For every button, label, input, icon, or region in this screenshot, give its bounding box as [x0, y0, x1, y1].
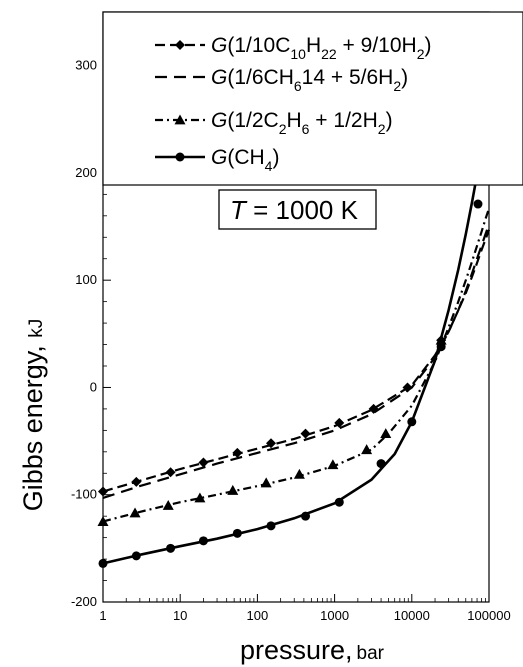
- series-4-point: [436, 342, 446, 352]
- series-line-3: [102, 207, 491, 523]
- legend-marker-4: [175, 152, 185, 162]
- series-1-point: [165, 467, 176, 478]
- legend-function-symbol: G: [211, 146, 227, 169]
- series-3-point: [129, 507, 141, 518]
- x-tick-label: 10000: [394, 608, 430, 623]
- axis-ticks: 1 10 100 1000 10000 100000 -200 -100 0 100 200 300: [71, 22, 511, 623]
- series-3-point: [162, 499, 174, 510]
- x-tick-label: 1000: [320, 608, 349, 623]
- series-3-point: [260, 477, 272, 488]
- legend-text-part: + 9/10H: [337, 34, 417, 57]
- legend-subscript: 2: [279, 121, 287, 137]
- series-4-point: [166, 543, 176, 553]
- y-tick-label: 300: [75, 58, 97, 73]
- temperature-annotation-box: [218, 189, 377, 230]
- legend-text-part: + 5/6H: [325, 66, 393, 89]
- series-1-point: [131, 476, 142, 487]
- legend-subscript: 4: [265, 158, 273, 174]
- y-axis-label: Gibbs energy,: [18, 345, 48, 511]
- series-3-point: [380, 428, 392, 438]
- x-axis-unit: bar: [357, 643, 385, 664]
- legend-subscript: 6: [302, 121, 310, 137]
- series-1-point: [232, 447, 243, 458]
- temperature-var: T: [230, 195, 248, 225]
- y-axis-title: Gibbs energy, kJ: [18, 319, 48, 512]
- legend-text-part: ): [424, 34, 431, 57]
- series-1-point: [402, 382, 413, 393]
- legend-label-3: G(1/2C2H6 + 1/2H2): [211, 109, 393, 137]
- series-4-point: [232, 528, 242, 538]
- series-line-1: [102, 229, 491, 493]
- x-tick-label: 10: [173, 608, 187, 623]
- legend-text-part: ): [401, 66, 408, 89]
- legend-text-part: (1/10C: [227, 34, 290, 57]
- series-3-point: [361, 444, 373, 455]
- legend-label-2: G(1/6CH614 + 5/6H2): [211, 66, 408, 94]
- series-1-point: [334, 417, 345, 428]
- x-tick-label: 1: [99, 608, 106, 623]
- series-4-point: [131, 551, 141, 561]
- series-1-point: [98, 486, 108, 497]
- series-3-point: [327, 459, 339, 470]
- x-tick-label: 100000: [467, 608, 510, 623]
- legend-label-1: G(1/10C10H22 + 9/10H2): [211, 34, 431, 62]
- y-tick-label: 200: [75, 165, 97, 180]
- legend-text-part: H: [287, 109, 302, 132]
- legend-text-part: 14: [302, 66, 326, 89]
- x-axis-label: pressure,: [240, 635, 353, 665]
- legend-subscript: 10: [290, 46, 306, 62]
- legend-marker-1: [175, 40, 185, 50]
- series-1-point: [300, 428, 311, 439]
- series-4-point: [301, 511, 311, 521]
- legend-function-symbol: G: [211, 34, 227, 57]
- series-3-point: [194, 492, 206, 503]
- series-4-point: [98, 558, 108, 568]
- y-tick-label: -200: [71, 594, 97, 609]
- series-3-point: [293, 468, 305, 479]
- y-axis-unit: kJ: [26, 319, 47, 338]
- series-4-point: [407, 417, 417, 427]
- series-4-point: [198, 536, 208, 546]
- y-tick-label: 100: [75, 272, 97, 287]
- legend-function-symbol: G: [211, 109, 227, 132]
- legend-subscript: 22: [321, 46, 337, 62]
- legend-text-part: ): [272, 146, 279, 169]
- legend-subscript: 6: [294, 78, 302, 94]
- svg-text:T = 1000 K: T = 1000 K: [230, 195, 359, 225]
- series-4-point: [266, 521, 276, 531]
- legend-marker-3: [174, 114, 186, 125]
- series-1-point: [265, 438, 276, 449]
- series-1-point: [198, 457, 209, 468]
- series-line-2: [102, 224, 491, 499]
- series-1-point: [368, 403, 379, 414]
- series-4-point: [473, 199, 483, 209]
- temperature-value: = 1000 K: [246, 195, 359, 225]
- legend-text-part: + 1/2H: [309, 109, 377, 132]
- legend-subscript: 2: [393, 78, 401, 94]
- series-4-point: [334, 497, 344, 507]
- temperature-annotation: T = 1000 K: [218, 189, 377, 230]
- x-axis-title: pressure, bar: [240, 635, 385, 665]
- legend-text-part: H: [306, 34, 321, 57]
- legend-text-part: (1/2C: [227, 109, 278, 132]
- legend-subscript: 2: [378, 121, 386, 137]
- legend-subscript: 2: [417, 46, 425, 62]
- series-3-point: [435, 334, 447, 345]
- legend-text-part: (CH: [227, 146, 264, 169]
- series-markers: [97, 199, 483, 568]
- y-tick-label: -100: [71, 487, 97, 502]
- series-4-point: [376, 459, 386, 469]
- legend-text-part: ): [386, 109, 393, 132]
- legend: G(1/10C10H22 + 9/10H2)G(1/6CH614 + 5/6H2…: [102, 11, 523, 186]
- legend-function-symbol: G: [211, 66, 227, 89]
- series-3-point: [97, 516, 109, 526]
- y-tick-label: 0: [90, 379, 97, 394]
- legend-text-part: (1/6CH: [227, 66, 294, 89]
- series-3-point: [227, 484, 239, 495]
- x-tick-label: 100: [247, 608, 269, 623]
- legend-label-4: G(CH4): [211, 146, 279, 174]
